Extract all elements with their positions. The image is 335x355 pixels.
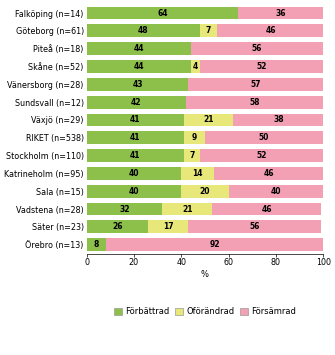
Bar [86, 24, 200, 37]
Bar [86, 185, 181, 198]
Text: 26: 26 [112, 222, 123, 231]
Text: 17: 17 [163, 222, 174, 231]
Text: 64: 64 [157, 9, 168, 18]
Text: 8: 8 [93, 240, 99, 249]
Text: 21: 21 [203, 115, 214, 125]
Text: 46: 46 [266, 26, 276, 36]
Text: 14: 14 [193, 169, 203, 178]
Bar [214, 167, 323, 180]
Bar [86, 114, 184, 126]
Bar [86, 203, 162, 215]
Text: 42: 42 [131, 98, 142, 106]
Text: 48: 48 [138, 26, 149, 36]
Bar [86, 78, 188, 91]
Bar [200, 24, 217, 37]
Text: 36: 36 [275, 9, 286, 18]
Bar [238, 7, 323, 20]
Text: 52: 52 [257, 151, 267, 160]
Text: 46: 46 [261, 204, 272, 214]
Bar [86, 96, 186, 109]
Text: 46: 46 [264, 169, 274, 178]
Text: 40: 40 [129, 169, 139, 178]
Bar [191, 60, 200, 73]
X-axis label: %: % [201, 269, 209, 279]
Bar [217, 24, 326, 37]
Text: 41: 41 [130, 115, 140, 125]
Bar [86, 238, 106, 251]
Bar [86, 42, 191, 55]
Bar [181, 167, 214, 180]
Bar [186, 96, 323, 109]
Bar [200, 60, 323, 73]
Text: 40: 40 [271, 187, 281, 196]
Text: 7: 7 [206, 26, 211, 36]
Bar [188, 220, 321, 233]
Text: 44: 44 [133, 44, 144, 53]
Bar [86, 7, 238, 20]
Text: 52: 52 [257, 62, 267, 71]
Bar [86, 131, 184, 144]
Text: 4: 4 [193, 62, 198, 71]
Text: 44: 44 [133, 62, 144, 71]
Bar [212, 203, 321, 215]
Text: 58: 58 [250, 98, 260, 106]
Bar [181, 185, 228, 198]
Text: 56: 56 [250, 222, 260, 231]
Text: 38: 38 [273, 115, 284, 125]
Bar [86, 220, 148, 233]
Text: 32: 32 [119, 204, 130, 214]
Text: 41: 41 [130, 151, 140, 160]
Text: 40: 40 [129, 187, 139, 196]
Bar [162, 203, 212, 215]
Bar [148, 220, 188, 233]
Bar [106, 238, 323, 251]
Text: 57: 57 [251, 80, 261, 89]
Bar [191, 42, 323, 55]
Text: 7: 7 [189, 151, 195, 160]
Bar [184, 114, 233, 126]
Bar [184, 131, 205, 144]
Text: 41: 41 [130, 133, 140, 142]
Bar [228, 185, 323, 198]
Bar [86, 167, 181, 180]
Bar [188, 78, 323, 91]
Bar [200, 149, 323, 162]
Bar [86, 149, 184, 162]
Bar [205, 131, 323, 144]
Bar [233, 114, 323, 126]
Bar [184, 149, 200, 162]
Text: 50: 50 [259, 133, 269, 142]
Text: 43: 43 [132, 80, 143, 89]
Legend: Förbättrad, Oförändrad, Försämrad: Förbättrad, Oförändrad, Försämrad [111, 304, 299, 319]
Text: 21: 21 [182, 204, 192, 214]
Text: 9: 9 [192, 133, 197, 142]
Text: 56: 56 [252, 44, 262, 53]
Bar [86, 60, 191, 73]
Text: 92: 92 [209, 240, 220, 249]
Text: 20: 20 [200, 187, 210, 196]
